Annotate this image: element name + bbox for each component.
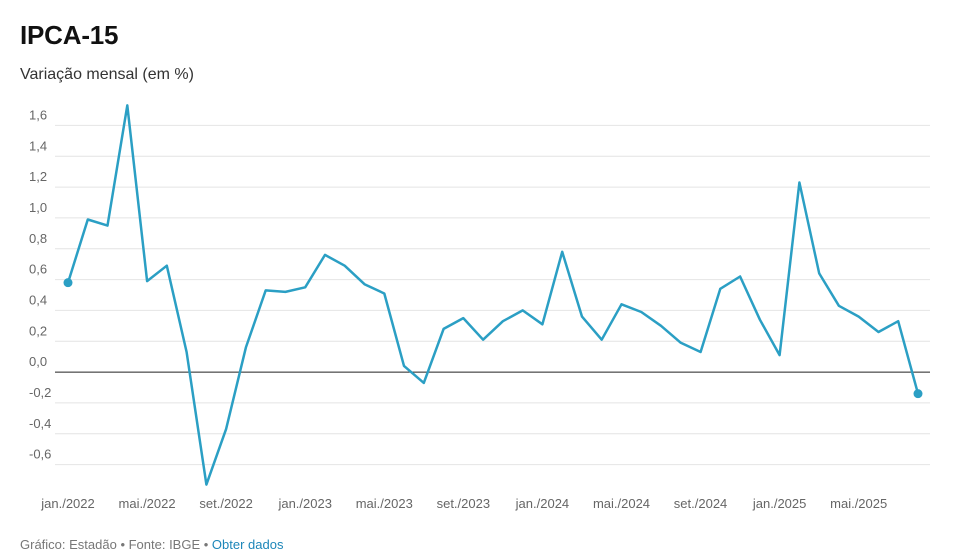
line-chart: -0,6-0,4-0,20,00,20,40,60,81,01,21,41,6 … — [29, 104, 930, 511]
x-tick-label: set./2023 — [437, 496, 491, 511]
y-tick-label: 0,4 — [29, 292, 47, 307]
end-point — [913, 389, 923, 399]
x-tick-label: mai./2024 — [593, 496, 650, 511]
y-tick-label: 1,4 — [29, 138, 47, 153]
series-layer — [63, 104, 923, 486]
y-tick-label: -0,4 — [29, 416, 51, 431]
y-tick-label: 0,2 — [29, 323, 47, 338]
x-tick-label: mai./2023 — [356, 496, 413, 511]
x-tick-label: mai./2022 — [119, 496, 176, 511]
series-line — [66, 104, 920, 486]
chart-footer: Gráfico: Estadão • Fonte: IBGE • Obter d… — [20, 537, 283, 552]
x-tick-label: jan./2025 — [752, 496, 807, 511]
y-tick-label: -0,2 — [29, 385, 51, 400]
y-tick-label: 1,2 — [29, 169, 47, 184]
footer-source: Gráfico: Estadão • Fonte: IBGE • — [20, 537, 209, 552]
y-tick-label: 0,8 — [29, 231, 47, 246]
x-tick-label: jan./2024 — [515, 496, 570, 511]
y-tick-label: 0,0 — [29, 354, 47, 369]
y-tick-label: -0,6 — [29, 447, 51, 462]
x-tick-label: mai./2025 — [830, 496, 887, 511]
y-tick-label: 1,6 — [29, 107, 47, 122]
x-tick-label: jan./2023 — [277, 496, 332, 511]
get-data-link[interactable]: Obter dados — [211, 537, 284, 552]
y-tick-label: 0,6 — [29, 262, 47, 277]
x-tick-label: jan./2022 — [40, 496, 95, 511]
x-tick-label: set./2024 — [674, 496, 728, 511]
y-tick-label: 1,0 — [29, 200, 47, 215]
start-point — [63, 278, 73, 288]
x-tick-label: set./2022 — [199, 496, 253, 511]
x-axis-tick-labels: jan./2022 mai./2022 set./2022 jan./2023 mai.… — [40, 496, 887, 511]
grid-lines — [55, 124, 930, 466]
y-axis-tick-labels: -0,6 -0,4 -0,2 0,0 0,2 0,4 0,6 0,8 1,0 1,2 1,4 1,6 — [29, 107, 51, 461]
chart-title: IPCA-15 — [20, 20, 119, 50]
chart-subtitle: Variação mensal (em %) — [20, 66, 194, 83]
